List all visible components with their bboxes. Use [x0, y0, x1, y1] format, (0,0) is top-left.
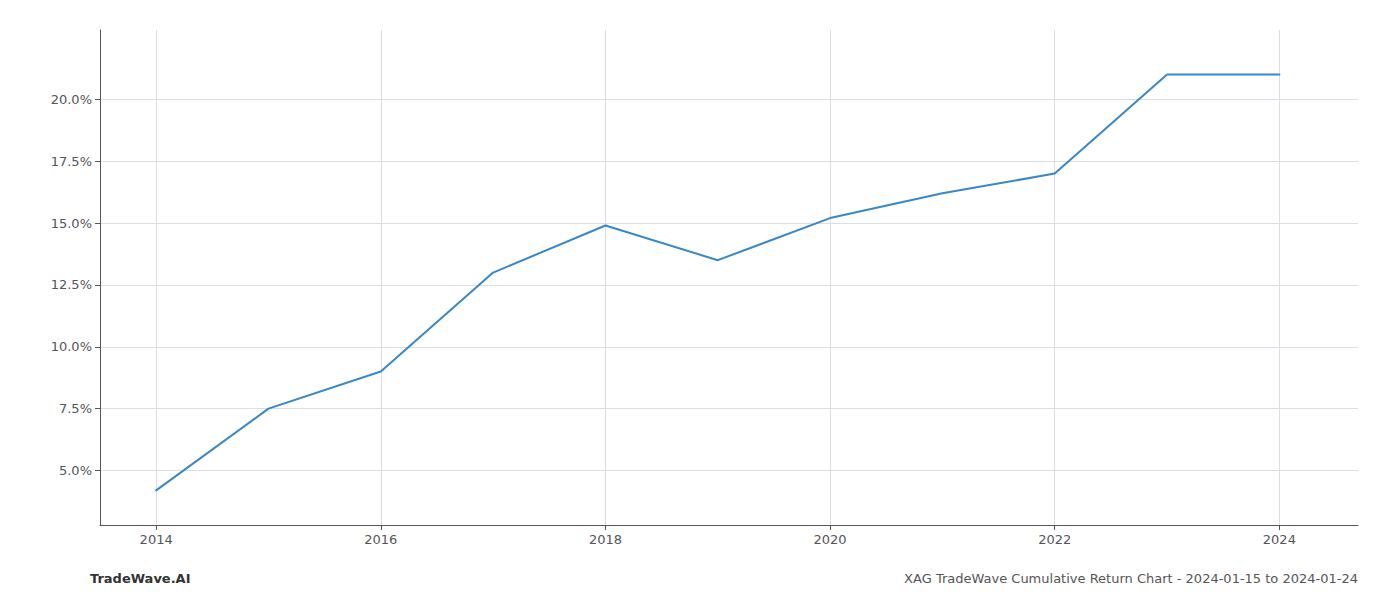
svg-text:20.0%: 20.0%	[51, 92, 92, 107]
svg-text:2020: 2020	[814, 532, 847, 547]
svg-text:2014: 2014	[140, 532, 173, 547]
svg-text:5.0%: 5.0%	[59, 463, 92, 478]
svg-text:15.0%: 15.0%	[51, 216, 92, 231]
svg-text:2024: 2024	[1263, 532, 1296, 547]
svg-text:10.0%: 10.0%	[51, 339, 92, 354]
svg-text:XAG TradeWave Cumulative Retur: XAG TradeWave Cumulative Return Chart - …	[904, 571, 1358, 586]
svg-text:TradeWave.AI: TradeWave.AI	[90, 571, 191, 586]
svg-text:17.5%: 17.5%	[51, 154, 92, 169]
svg-text:7.5%: 7.5%	[59, 401, 92, 416]
svg-text:12.5%: 12.5%	[51, 277, 92, 292]
svg-text:2016: 2016	[364, 532, 397, 547]
svg-text:2022: 2022	[1038, 532, 1071, 547]
svg-text:2018: 2018	[589, 532, 622, 547]
